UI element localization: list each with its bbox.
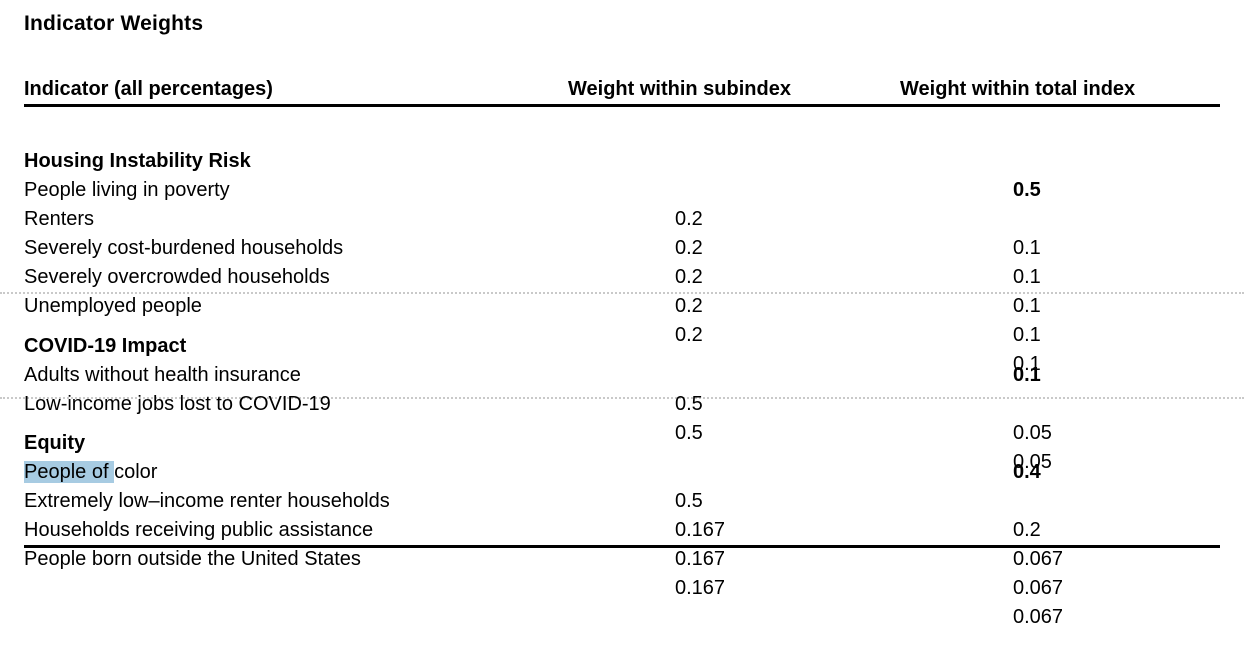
indicator-label: Households receiving public assistance: [24, 519, 374, 541]
subindex-weight: 0.5: [675, 393, 703, 415]
table-row: People born outside the United States 0.…: [0, 516, 1244, 628]
table-row: Unemployed people 0.2 0.1: [0, 263, 1244, 375]
total-weight: 0.2: [1013, 519, 1041, 541]
section-name: Equity: [24, 432, 86, 454]
section-header-row: Equity 0.4: [0, 400, 1244, 483]
section-housing-instability-risk: Housing Instability Risk 0.5 People livi…: [0, 107, 1244, 375]
subindex-weight: 0.167: [675, 548, 726, 570]
subindex-weight: 0.167: [675, 577, 726, 599]
table-row: Extremely low–income renter households 0…: [0, 458, 1244, 570]
total-weight: 0.1: [1013, 353, 1041, 375]
total-weight: 0.067: [1013, 548, 1064, 570]
indicator-label: Severely cost-burdened households: [24, 237, 344, 259]
subindex-weight: 0.167: [675, 519, 726, 541]
total-weight: 0.067: [1013, 577, 1064, 599]
section-total-weight: 0.5: [1013, 179, 1041, 201]
indicator-label: Adults without health insurance: [24, 364, 301, 386]
table-row: People of color 0.5 0.2: [0, 429, 1244, 541]
section-covid-19-impact: COVID-19 Impact 0.1 Adults without healt…: [0, 294, 1244, 473]
section-header-row: COVID-19 Impact 0.1: [0, 303, 1244, 386]
col-subindex-header: Weight within subindex: [568, 78, 791, 100]
table-row: People living in poverty 0.2 0.1: [0, 147, 1244, 259]
page-title: Indicator Weights: [24, 12, 204, 35]
table-row: Households receiving public assistance 0…: [0, 487, 1244, 599]
total-weight: 0.05: [1013, 422, 1052, 444]
indicator-label: Severely overcrowded households: [24, 266, 330, 288]
indicator-label: People living in poverty: [24, 179, 230, 201]
subindex-weight: 0.2: [675, 324, 703, 346]
indicator-label: Extremely low–income renter households: [24, 490, 390, 512]
selected-text-highlight: People of: [24, 461, 115, 483]
col-total-header: Weight within total index: [900, 78, 1136, 100]
table-header-row: Indicator (all percentages) Weight withi…: [0, 75, 1244, 107]
table-row: Low-income jobs lost to COVID-19 0.5 0.0…: [0, 361, 1244, 473]
dotted-separator: [0, 292, 1244, 294]
subindex-weight: 0.5: [675, 490, 703, 512]
section-total-weight: 0.1: [1013, 364, 1041, 386]
indicator-label: People born outside the United States: [24, 548, 361, 570]
header-rule: [24, 104, 1220, 107]
indicator-label: Renters: [24, 208, 95, 230]
total-weight: 0.05: [1013, 451, 1052, 473]
table-row: Renters 0.2 0.1: [0, 176, 1244, 288]
section-header-row: Housing Instability Risk 0.5: [0, 118, 1244, 201]
subindex-weight: 0.5: [675, 422, 703, 444]
subindex-weight: 0.2: [675, 237, 703, 259]
section-name: COVID-19 Impact: [24, 335, 187, 357]
total-weight: 0.1: [1013, 266, 1041, 288]
table-row: Adults without health insurance 0.5 0.05: [0, 332, 1244, 444]
indicator-label-rest: color: [114, 461, 158, 483]
section-equity: Equity 0.4 People of color 0.5 0.2 Extre…: [0, 399, 1244, 628]
subindex-weight: 0.2: [675, 208, 703, 230]
section-total-weight: 0.4: [1013, 461, 1041, 483]
section-name: Housing Instability Risk: [24, 150, 251, 172]
table-body: Housing Instability Risk 0.5 People livi…: [0, 107, 1244, 628]
indicator-label: Unemployed people: [24, 295, 202, 317]
total-weight: 0.067: [1013, 606, 1064, 628]
table-row: Severely overcrowded households 0.2 0.1: [0, 234, 1244, 346]
total-weight: 0.1: [1013, 324, 1041, 346]
total-weight: 0.1: [1013, 295, 1041, 317]
subindex-weight: 0.2: [675, 295, 703, 317]
total-weight: 0.1: [1013, 237, 1041, 259]
indicator-label: Low-income jobs lost to COVID-19: [24, 393, 331, 415]
indicator-label: People of color: [24, 458, 157, 487]
col-indicator-header: Indicator (all percentages): [24, 78, 273, 100]
table-row: Severely cost-burdened households 0.2 0.…: [0, 205, 1244, 317]
dotted-separator: [0, 397, 1244, 399]
bottom-rule: [24, 545, 1220, 548]
subindex-weight: 0.2: [675, 266, 703, 288]
